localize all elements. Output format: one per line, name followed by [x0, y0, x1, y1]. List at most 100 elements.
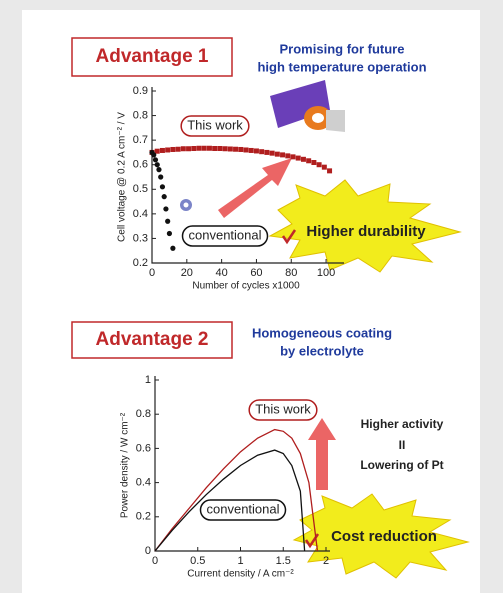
subtitle: Promising for future — [280, 41, 405, 56]
badge: Advantage 1 — [96, 46, 209, 67]
point — [165, 218, 171, 224]
point — [166, 230, 173, 237]
y-tick-label: 0.4 — [136, 477, 151, 489]
x-tick-label: 100 — [317, 267, 335, 279]
point — [159, 147, 165, 153]
panel — [22, 10, 480, 593]
annotation: Higher activity — [361, 417, 444, 431]
point — [151, 152, 157, 158]
series-label: This work — [187, 117, 243, 132]
series-label-box — [248, 399, 318, 421]
x-tick-label: 2 — [323, 555, 329, 567]
cell-icon — [270, 80, 345, 132]
y-tick-label: 0.6 — [133, 159, 148, 171]
x-tick-label: 60 — [250, 267, 262, 279]
point — [274, 151, 280, 157]
point — [295, 155, 301, 161]
point — [285, 153, 291, 159]
point — [316, 162, 322, 168]
point — [269, 150, 275, 156]
y-tick-label: 0.5 — [133, 183, 148, 195]
point — [222, 146, 228, 152]
arrow — [218, 158, 292, 218]
point — [152, 157, 159, 163]
point — [248, 147, 254, 153]
x-axis-label: Number of cycles x1000 — [192, 281, 300, 292]
y-tick-label: 0 — [145, 545, 151, 557]
subtitle: Homogeneous coating — [252, 325, 392, 340]
point — [233, 146, 239, 152]
x-tick-label: 40 — [216, 267, 228, 279]
point — [156, 167, 162, 173]
subtitle: high temperature operation — [257, 59, 426, 74]
x-tick-label: 20 — [181, 267, 193, 279]
point — [280, 152, 286, 158]
point — [212, 145, 218, 151]
point — [311, 160, 317, 166]
series-label: conventional — [207, 501, 280, 516]
series-label-box — [181, 225, 269, 247]
point — [290, 154, 296, 160]
point — [175, 146, 181, 152]
point — [161, 194, 167, 200]
subtitle: by electrolyte — [280, 343, 364, 358]
point — [259, 149, 265, 155]
annotation: II — [399, 438, 406, 452]
series-label-box — [199, 499, 287, 521]
point — [217, 145, 223, 151]
point — [206, 145, 212, 151]
line — [154, 449, 306, 552]
x-tick-label: 1 — [237, 555, 243, 567]
point — [170, 245, 176, 251]
x-tick-label: 1.5 — [276, 555, 291, 567]
series-label: conventional — [189, 227, 262, 242]
point — [201, 145, 207, 151]
x-tick-label: 80 — [285, 267, 297, 279]
y-tick-label: 0.9 — [133, 85, 148, 97]
point — [196, 145, 202, 151]
check-mark — [281, 229, 297, 245]
annotation: Higher durability — [306, 223, 426, 240]
y-axis-label: Cell voltage @ 0.2 A cm⁻² / V — [117, 112, 128, 242]
point — [154, 162, 160, 168]
y-tick-label: 0.8 — [136, 408, 151, 420]
line — [154, 428, 319, 552]
x-tick-label: 0.5 — [190, 555, 205, 567]
x-axis-label: Current density / A cm⁻² — [187, 569, 294, 580]
point — [158, 174, 164, 180]
point — [238, 146, 244, 152]
series-label: This work — [255, 401, 311, 416]
annotation: Cost reduction — [331, 528, 437, 545]
point — [227, 146, 233, 152]
y-axis-label: Power density / W cm⁻² — [120, 412, 131, 518]
y-tick-label: 1 — [145, 374, 151, 386]
point — [321, 164, 327, 170]
point — [163, 206, 169, 212]
arrow — [308, 418, 336, 490]
y-tick-label: 0.2 — [136, 511, 151, 523]
point — [180, 146, 186, 152]
point — [306, 158, 312, 164]
badge-box — [71, 321, 233, 359]
badge-box — [71, 37, 233, 77]
point — [264, 149, 270, 155]
badge: Advantage 2 — [96, 329, 209, 350]
y-tick-label: 0.4 — [133, 208, 148, 220]
y-tick-label: 0.2 — [133, 257, 148, 269]
series-label-box — [180, 115, 250, 137]
starburst — [268, 179, 462, 273]
x-tick-label: 0 — [152, 555, 158, 567]
point — [243, 147, 249, 153]
point — [154, 148, 160, 154]
point — [159, 184, 166, 190]
point — [170, 146, 176, 152]
y-tick-label: 0.8 — [133, 109, 148, 121]
point — [191, 145, 197, 151]
point — [186, 146, 192, 152]
annotation: Lowering of Pt — [360, 458, 443, 472]
x-tick-label: 0 — [149, 267, 155, 279]
y-tick-label: 0.6 — [136, 442, 151, 454]
point — [165, 147, 171, 153]
starburst — [292, 493, 470, 579]
